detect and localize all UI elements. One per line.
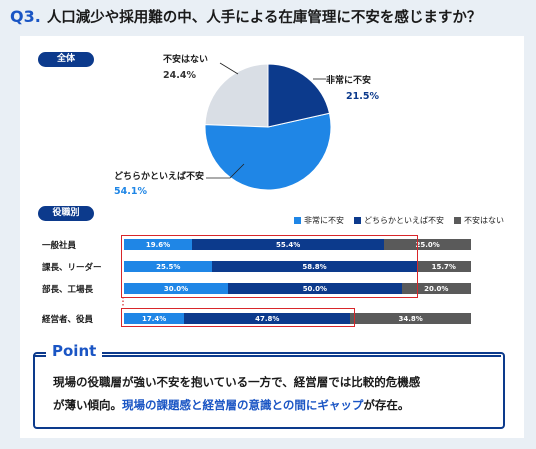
bar-data-label: 15.7% (431, 262, 456, 271)
bar-segment-somewhat: 50.0% (228, 283, 402, 294)
bar-data-label: 50.0% (302, 284, 327, 293)
stacked-bar-row: 19.6% 55.4% 25.0% (124, 239, 471, 250)
highlight-box-executives (121, 308, 355, 327)
leader-line-not-anxious (219, 62, 239, 75)
bar-data-label: 30.0% (163, 284, 189, 293)
pie-pct-somewhat: 54.1% (114, 186, 147, 197)
bar-segment-somewhat: 55.4% (192, 239, 385, 250)
bar-data-label: 25.0% (415, 240, 440, 249)
point-rule-right (102, 355, 501, 357)
chart-legend: 非常に不安 どちらかといえば不安 不安はない (294, 215, 504, 226)
point-box (33, 352, 505, 429)
legend-item-not-anxious: 不安はない (454, 215, 504, 226)
bar-segment-not-anxious: 20.0% (401, 283, 471, 294)
bar-data-label: 19.6% (145, 240, 171, 249)
bar-segment-anxious: 30.0% (124, 283, 229, 294)
bar-segment-somewhat: 58.8% (212, 261, 417, 272)
point-heading: Point (46, 342, 103, 360)
legend-item-somewhat: どちらかといえば不安 (354, 215, 444, 226)
pie-label-somewhat: どちらかといえば不安 (114, 172, 205, 182)
bar-data-label: 20.0% (424, 284, 449, 293)
row-label-department-head: 部長、工場長 (42, 285, 94, 295)
row-label-general-staff: 一般社員 (42, 241, 77, 251)
stacked-bar-row: 17.4% 47.8% 34.8% (124, 313, 471, 324)
pie-slice-somewhat (204, 112, 332, 191)
legend-swatch-somewhat (354, 217, 361, 224)
bar-segment-not-anxious: 15.7% (416, 261, 471, 272)
point-rule-left (33, 355, 46, 357)
pie-pct-not-anxious: 24.4% (163, 70, 196, 81)
question-number: Q3. (10, 7, 41, 26)
row-label-executive: 経営者、役員 (42, 315, 94, 325)
bar-segment-not-anxious: 34.8% (350, 313, 471, 324)
leader-line-somewhat (206, 163, 245, 179)
overall-badge: 全体 (38, 52, 94, 67)
legend-swatch-anxious (294, 217, 301, 224)
stacked-bar-row: 30.0% 50.0% 20.0% (124, 283, 471, 294)
question-title: Q3. 人口減少や採用難の中、人手による在庫管理に不安を感じますか？ (10, 6, 481, 27)
by-role-badge: 役職別 (38, 206, 94, 221)
bar-data-label: 55.4% (275, 240, 301, 249)
legend-item-anxious: 非常に不安 (294, 215, 344, 226)
bar-data-label: 17.4% (142, 314, 167, 323)
legend-swatch-not-anxious (454, 217, 461, 224)
bar-data-label: 58.8% (302, 262, 327, 271)
highlight-box-field-roles (121, 235, 418, 298)
row-label-section-chief: 課長、リーダー (42, 263, 102, 273)
point-text-line2: が薄い傾向。現場の課題感と経営層の意識との間にギャップが存在。 (53, 397, 409, 413)
bar-segment-not-anxious: 25.0% (384, 239, 471, 250)
pie-pct-anxious: 21.5% (346, 91, 379, 102)
overall-pie-chart (204, 62, 332, 191)
bar-data-label: 25.5% (156, 262, 181, 271)
pie-slice-not-anxious (204, 63, 269, 128)
point-text-gap: 現場の課題感と経営層の意識との間にギャップ (122, 398, 364, 412)
legend-label-anxious: 非常に不安 (304, 216, 344, 225)
point-text-line1: 現場の役職層が強い不安を抱いている一方で、経営層では比較的危機感 (53, 375, 421, 389)
bar-segment-anxious: 17.4% (124, 313, 185, 324)
bar-data-label: 47.8% (255, 314, 280, 323)
stacked-bar-row: 25.5% 58.8% 15.7% (124, 261, 471, 272)
legend-label-not-anxious: 不安はない (464, 216, 504, 225)
bar-data-label: 34.8% (398, 314, 423, 323)
pie-slice-anxious (267, 63, 331, 128)
question-text: 人口減少や採用難の中、人手による在庫管理に不安を感じますか？ (46, 10, 482, 26)
bar-segment-somewhat: 47.8% (184, 313, 351, 324)
pie-label-not-anxious: 不安はない (163, 55, 209, 65)
point-text-a: が薄い傾向。 (53, 398, 122, 412)
point-text-c: が存在。 (363, 398, 410, 412)
connector-dots (122, 297, 124, 307)
bar-segment-anxious: 19.6% (124, 239, 192, 250)
legend-label-somewhat: どちらかといえば不安 (364, 216, 444, 225)
pie-label-anxious: 非常に不安 (326, 76, 372, 86)
bar-segment-anxious: 25.5% (124, 261, 213, 272)
